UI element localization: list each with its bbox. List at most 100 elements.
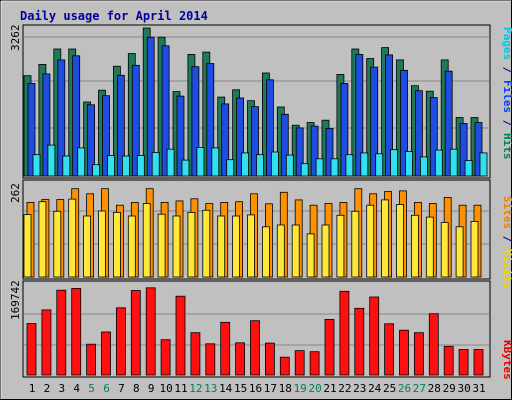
panel-bottom-legend: KBytes: [501, 340, 512, 380]
x-tick-label-day-17: 17: [264, 382, 277, 395]
bar-files-day-11: [176, 95, 185, 177]
panel-middle-ymax-label: 262: [9, 183, 22, 203]
x-tick-label-day-9: 9: [148, 382, 155, 395]
bar-sites-day-25: [381, 199, 390, 278]
panel-middle-legend: Sites / Visits: [501, 196, 512, 289]
legend-segment: Pages: [501, 27, 512, 60]
bar-pages-day-8: [136, 155, 145, 177]
bar-files-day-17: [265, 79, 274, 177]
bar-files-day-12: [191, 66, 200, 177]
bar-files-day-16: [251, 106, 259, 177]
bar-kbytes-day-25: [384, 323, 395, 376]
bar-pages-day-19: [300, 163, 309, 177]
bar-pages-day-25: [390, 149, 399, 177]
bar-files-day-15: [236, 97, 245, 177]
bar-files-day-31: [474, 122, 483, 177]
bar-files-day-13: [206, 63, 215, 177]
bar-kbytes-day-19: [294, 350, 305, 376]
bar-kbytes-day-11: [175, 295, 186, 376]
x-tick-label-day-2: 2: [44, 382, 51, 395]
bar-pages-day-4: [77, 147, 86, 177]
x-tick-label-day-4: 4: [73, 382, 80, 395]
bar-sites-day-30: [455, 226, 464, 278]
bar-pages-day-23: [360, 152, 369, 177]
x-tick-label-day-21: 21: [323, 382, 336, 395]
bar-pages-day-5: [92, 164, 100, 177]
bar-pages-day-17: [270, 151, 279, 177]
panel-bottom-ymax-label: 169742: [9, 280, 22, 320]
x-tick-label-day-18: 18: [279, 382, 292, 395]
legend-segment: Sites: [501, 196, 512, 229]
chart-title: Daily usage for April 2014: [20, 9, 208, 23]
bar-kbytes-day-16: [250, 320, 260, 376]
bar-sites-day-11: [172, 215, 181, 278]
bar-files-day-7: [117, 74, 125, 177]
panel-middle: 262 Sites / Visits: [9, 179, 512, 289]
bar-files-day-3: [57, 59, 66, 177]
bar-pages-day-28: [434, 149, 443, 177]
bar-sites-day-13: [202, 209, 211, 278]
x-tick-label-day-12: 12: [189, 382, 202, 395]
bar-pages-day-9: [151, 151, 160, 177]
bar-files-day-9: [146, 36, 155, 177]
bar-pages-day-21: [330, 158, 339, 177]
x-tick-label-day-30: 30: [457, 382, 470, 395]
bar-kbytes-day-21: [324, 318, 335, 376]
bar-kbytes-day-14: [220, 321, 231, 376]
bar-files-day-30: [459, 123, 468, 177]
bar-files-day-8: [131, 64, 140, 177]
bar-pages-day-31: [479, 152, 488, 177]
bar-kbytes-day-29: [443, 345, 454, 376]
bar-sites-day-21: [321, 224, 330, 278]
x-tick-label-day-7: 7: [118, 382, 125, 395]
bar-kbytes-day-2: [41, 309, 52, 376]
bar-kbytes-day-23: [354, 307, 365, 376]
x-tick-label-day-26: 26: [398, 382, 411, 395]
legend-segment: /: [501, 113, 512, 133]
bar-files-day-21: [325, 127, 334, 177]
bar-sites-day-31: [470, 220, 479, 278]
bar-sites-day-22: [336, 214, 345, 278]
bar-pages-day-3: [62, 155, 71, 177]
bar-pages-day-11: [181, 159, 190, 177]
bar-pages-day-14: [226, 159, 235, 177]
bar-sites-day-26: [396, 204, 404, 278]
bar-files-day-19: [295, 127, 304, 177]
bar-sites-day-29: [440, 222, 449, 278]
bar-files-day-20: [310, 125, 319, 177]
x-tick-label-day-29: 29: [443, 382, 456, 395]
bar-sites-day-14: [217, 215, 226, 278]
bar-pages-day-12: [196, 146, 205, 177]
bar-files-day-6: [102, 95, 110, 177]
bar-pages-day-18: [285, 154, 294, 177]
bar-kbytes-day-1: [26, 323, 37, 376]
bar-sites-day-18: [276, 224, 285, 278]
bar-files-day-18: [280, 113, 289, 177]
bar-pages-day-15: [241, 152, 250, 177]
x-tick-label-day-11: 11: [174, 382, 187, 395]
bar-kbytes-day-28: [428, 313, 439, 376]
bar-files-day-23: [355, 54, 364, 177]
bar-pages-day-22: [345, 154, 354, 177]
bar-sites-day-5: [83, 215, 91, 278]
bar-kbytes-day-10: [160, 339, 171, 376]
bar-sites-day-24: [366, 204, 375, 278]
bar-kbytes-day-3: [56, 289, 67, 376]
bar-kbytes-day-6: [101, 331, 111, 376]
x-axis-day-labels: 1 2 3 4 5 6 7 8 9 10 11 12 13 14 15 16 17 18 19 20 21 22 23 24 2…: [29, 382, 486, 395]
bar-pages-day-10: [166, 148, 175, 177]
bar-kbytes-day-12: [190, 332, 201, 376]
x-tick-label-day-13: 13: [204, 382, 217, 395]
bar-files-day-26: [400, 69, 408, 177]
bar-kbytes-day-9: [145, 287, 156, 376]
bar-files-day-28: [429, 97, 438, 177]
bar-pages-day-7: [122, 155, 130, 177]
x-tick-label-day-28: 28: [428, 382, 441, 395]
bar-sites-day-3: [53, 210, 62, 278]
x-tick-label-day-8: 8: [133, 382, 140, 395]
bar-sites-day-12: [187, 211, 196, 278]
bar-pages-day-26: [405, 151, 413, 177]
bar-kbytes-day-31: [473, 349, 484, 376]
x-tick-label-day-20: 20: [308, 382, 321, 395]
bar-kbytes-day-5: [86, 343, 96, 376]
